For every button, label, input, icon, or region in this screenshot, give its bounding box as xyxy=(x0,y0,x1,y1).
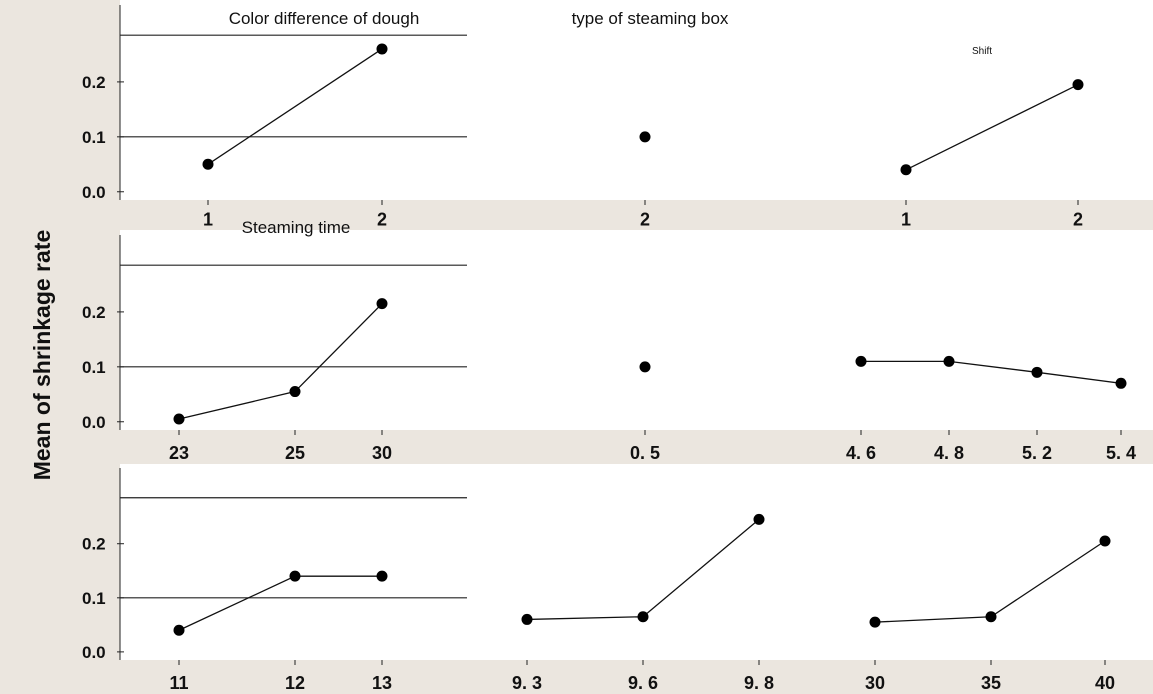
panel-6: 4. 6 4. 8 5. 2 5. 4 xyxy=(815,355,1153,464)
x-tick-label: 35 xyxy=(981,673,1001,693)
x-tick-label: 5. 4 xyxy=(1106,443,1136,463)
x-tick-label: 0. 5 xyxy=(630,443,660,463)
data-point-4.6 xyxy=(855,355,867,367)
data-point-40 xyxy=(1099,535,1111,547)
panel-title: Color difference of dough xyxy=(229,9,420,28)
data-point-12 xyxy=(289,570,301,582)
panel-2: 2 type of steaming box xyxy=(467,9,815,230)
y-axis-label: Mean of shrinkage rate xyxy=(29,230,55,481)
data-point-30 xyxy=(869,616,881,628)
x-tick-band xyxy=(120,200,467,230)
data-point-11 xyxy=(173,624,185,636)
x-tick-label: 1 xyxy=(203,210,213,230)
x-tick-band xyxy=(815,660,1153,694)
y-tick-label: 0.2 xyxy=(82,73,106,92)
x-tick-label: 23 xyxy=(169,443,189,463)
panel-7: 0.0 0.1 0.2 11 12 13 xyxy=(82,468,467,694)
x-tick-label: 12 xyxy=(285,673,305,693)
x-tick-label: 13 xyxy=(372,673,392,693)
data-point-9.3 xyxy=(521,613,533,625)
x-tick-label: 4. 6 xyxy=(846,443,876,463)
y-tick-label: 0.0 xyxy=(82,413,106,432)
panel-4: 0.0 0.1 0.2 23 25 30 Steaming time xyxy=(82,218,467,464)
data-point-2 xyxy=(1072,79,1084,91)
x-tick-label: 40 xyxy=(1095,673,1115,693)
y-tick-label: 0.2 xyxy=(82,535,106,554)
data-point-23 xyxy=(173,413,185,425)
data-point-1 xyxy=(202,158,214,170)
x-tick-band xyxy=(467,200,815,230)
x-tick-label: 9. 3 xyxy=(512,673,542,693)
data-point-9.8 xyxy=(753,513,765,525)
data-point-5.2 xyxy=(1031,366,1043,378)
x-tick-band xyxy=(120,660,467,694)
x-tick-label: 2 xyxy=(377,210,387,230)
x-tick-label: 30 xyxy=(865,673,885,693)
data-point-9.6 xyxy=(637,611,649,623)
data-point-25 xyxy=(289,386,301,398)
y-tick-label: 0.1 xyxy=(82,128,106,147)
x-tick-band xyxy=(120,430,467,464)
panel-5: 0. 5 xyxy=(467,361,815,464)
left-strip xyxy=(0,0,120,694)
x-tick-label: 9. 8 xyxy=(744,673,774,693)
x-tick-label: 2 xyxy=(1073,210,1083,230)
series-line xyxy=(905,84,1079,171)
panel-9: 30 35 40 xyxy=(815,535,1153,694)
x-tick-label: 25 xyxy=(285,443,305,463)
x-tick-band xyxy=(815,430,1153,464)
data-point-35 xyxy=(985,611,997,623)
data-point-13 xyxy=(376,570,388,582)
panel-8: 9. 3 9. 6 9. 8 xyxy=(467,513,815,694)
x-tick-band xyxy=(467,660,815,694)
data-point-1 xyxy=(900,164,912,176)
panel-3: 1 2 Shift xyxy=(815,46,1153,230)
data-point-30 xyxy=(376,298,388,310)
x-tick-label: 4. 8 xyxy=(934,443,964,463)
x-tick-band xyxy=(815,200,1153,230)
data-point-5.4 xyxy=(1115,377,1127,389)
series-line xyxy=(207,48,383,165)
series-line xyxy=(861,360,1122,384)
panel-title: Shift xyxy=(972,46,992,57)
y-tick-label: 0.1 xyxy=(82,358,106,377)
x-tick-label: 9. 6 xyxy=(628,673,658,693)
x-tick-label: 1 xyxy=(901,210,911,230)
data-point-0.5 xyxy=(639,361,651,373)
x-tick-label: 2 xyxy=(640,210,650,230)
data-point-2 xyxy=(639,131,651,143)
data-point-4.8 xyxy=(943,355,955,367)
x-tick-label: 5. 2 xyxy=(1022,443,1052,463)
panel-1: 0.0 0.1 0.2 1 2 Color difference of dough xyxy=(82,5,467,230)
y-tick-label: 0.2 xyxy=(82,303,106,322)
panel-title: Steaming time xyxy=(242,218,351,237)
y-tick-label: 0.1 xyxy=(82,589,106,608)
y-tick-label: 0.0 xyxy=(82,643,106,662)
data-point-2 xyxy=(376,43,388,55)
x-tick-label: 30 xyxy=(372,443,392,463)
panel-title: type of steaming box xyxy=(572,9,729,28)
y-tick-label: 0.0 xyxy=(82,183,106,202)
x-tick-label: 11 xyxy=(169,673,188,693)
x-tick-band xyxy=(467,430,815,464)
